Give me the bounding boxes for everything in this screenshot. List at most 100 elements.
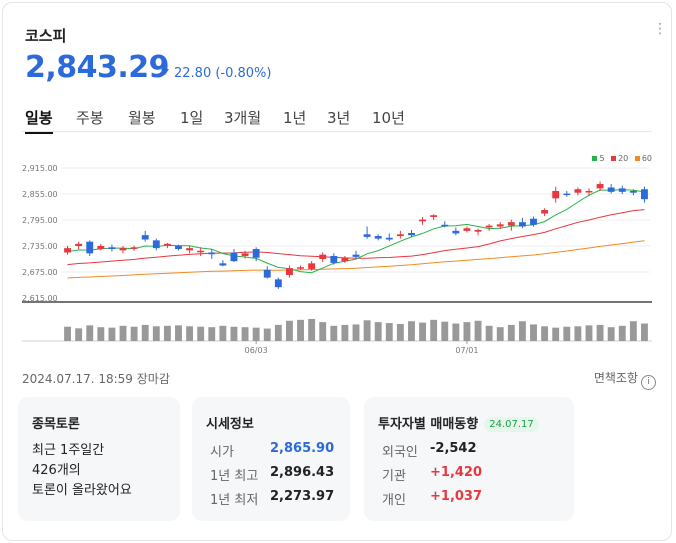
candlestick-chart[interactable]: 2,915.00 2,855.00 2,795.00 2,735.00 2,675.00… xyxy=(22,150,652,360)
ma5-line xyxy=(67,189,645,274)
candle-body xyxy=(618,188,626,192)
volume-bar xyxy=(130,326,138,341)
tab-weekly[interactable]: 주봉 xyxy=(76,109,104,127)
volume-bar xyxy=(374,322,382,341)
tab-monthly[interactable]: 월봉 xyxy=(128,109,156,127)
quote-row-open: 시가 2,865.90 xyxy=(210,441,335,460)
candle-body xyxy=(408,233,415,236)
current-price: 2,843.29 xyxy=(25,50,170,85)
volume-bar xyxy=(175,325,182,341)
candle-body xyxy=(629,190,637,193)
index-name[interactable]: 코스피 xyxy=(25,27,67,45)
volume-bar xyxy=(618,325,626,341)
candle-body xyxy=(64,248,71,253)
volume-bar xyxy=(86,325,94,341)
volume-bar xyxy=(596,324,604,341)
candle-body xyxy=(230,252,238,262)
volume-bar xyxy=(607,327,615,341)
investor-row-individual: 개인 +1,037 xyxy=(382,489,483,508)
volume-bar xyxy=(541,326,549,341)
investor-card[interactable]: 투자자별 매매동향 24.07.17 외국인 -2,542 기관 +1,420 개인 +… xyxy=(364,397,574,521)
tab-3month[interactable]: 3개월 xyxy=(224,109,262,127)
volume-bar xyxy=(363,320,371,341)
volume-bar xyxy=(463,322,471,341)
candle-body xyxy=(97,246,105,250)
volume-bar xyxy=(530,324,537,341)
candle-body xyxy=(130,247,138,249)
volume-bar xyxy=(441,321,449,341)
quote-row-high: 1년 최고 2,896.43 xyxy=(210,465,335,484)
discussion-summary: 최근 1주일간 426개의 토론이 올라왔어요 xyxy=(32,443,132,498)
volume-bar xyxy=(319,322,327,341)
volume-bar xyxy=(452,323,460,341)
info-icon[interactable]: i xyxy=(641,375,656,390)
y-tick-label: 2,795.00 xyxy=(22,216,58,225)
y-tick-label: 2,735.00 xyxy=(22,242,58,251)
price-change: 22.80 (-0.80%) xyxy=(161,66,271,81)
quote-card[interactable]: 시세정보 시가 2,865.90 1년 최고 2,896.43 1년 최저 2,273… xyxy=(192,397,350,521)
volume-bar xyxy=(419,322,427,341)
volume-bar xyxy=(297,319,304,341)
tab-1day[interactable]: 1일 xyxy=(180,109,204,127)
candle-body xyxy=(419,219,427,222)
candle-body xyxy=(75,243,83,246)
tab-10year[interactable]: 10년 xyxy=(372,109,405,127)
volume-bar xyxy=(141,324,149,341)
discussion-card[interactable]: 종목토론 최근 1주일간 426개의 토론이 올라왔어요 xyxy=(18,397,180,521)
candle-body xyxy=(374,236,382,239)
candle-body xyxy=(274,279,282,288)
tab-3year[interactable]: 3년 xyxy=(327,109,351,127)
candle-body xyxy=(186,248,194,251)
candle-body xyxy=(485,225,493,228)
chart-legend: 5 20 60 xyxy=(588,154,652,163)
candle-body xyxy=(241,253,249,256)
volume-bar xyxy=(574,326,582,341)
candle-body xyxy=(285,268,293,276)
ma60-line xyxy=(67,240,645,279)
candle-body xyxy=(574,189,582,193)
candle-body xyxy=(607,187,615,192)
candle-body xyxy=(518,222,526,227)
discussion-title: 종목토론 xyxy=(32,417,80,432)
disclaimer-link[interactable]: 면책조항 i xyxy=(594,369,656,390)
candle-body xyxy=(507,222,515,226)
down-arrow-icon xyxy=(161,69,169,75)
volume-bar xyxy=(119,325,127,341)
candle-body xyxy=(163,243,171,246)
y-tick-label: 2,675.00 xyxy=(22,268,58,277)
volume-bar xyxy=(563,326,571,341)
ma5-swatch xyxy=(592,156,598,161)
volume-bar xyxy=(396,323,404,341)
candle-body xyxy=(330,255,338,263)
volume-bar xyxy=(341,324,349,341)
tab-daily[interactable]: 일봉 xyxy=(25,109,53,134)
candle-body xyxy=(352,254,360,257)
volume-bar xyxy=(75,328,83,341)
volume-bar xyxy=(330,325,338,341)
volume-bar xyxy=(197,326,205,341)
candle-body xyxy=(308,263,316,269)
volume-bar xyxy=(163,325,171,341)
volume-bar xyxy=(485,325,493,341)
candle-body xyxy=(197,250,205,253)
volume-bar xyxy=(64,326,71,341)
candle-body xyxy=(208,252,216,255)
candle-body xyxy=(141,235,149,240)
more-options-icon[interactable]: ⋮ xyxy=(653,21,667,37)
volume-bar xyxy=(252,327,260,341)
volume-bar xyxy=(518,321,526,341)
candle-body xyxy=(263,269,271,278)
candle-body xyxy=(596,184,604,189)
volume-bar xyxy=(308,318,316,341)
investor-title: 투자자별 매매동향 24.07.17 xyxy=(378,413,539,432)
volume-bar xyxy=(108,327,116,341)
investor-date-badge: 24.07.17 xyxy=(484,417,539,432)
candle-body xyxy=(396,234,404,237)
candle-body xyxy=(385,237,393,240)
candle-body xyxy=(219,263,227,266)
candle-body xyxy=(119,248,127,251)
investor-row-foreign: 외국인 -2,542 xyxy=(382,441,477,460)
volume-bar xyxy=(629,321,637,341)
tab-1year[interactable]: 1년 xyxy=(283,109,307,127)
volume-bar xyxy=(552,327,560,341)
